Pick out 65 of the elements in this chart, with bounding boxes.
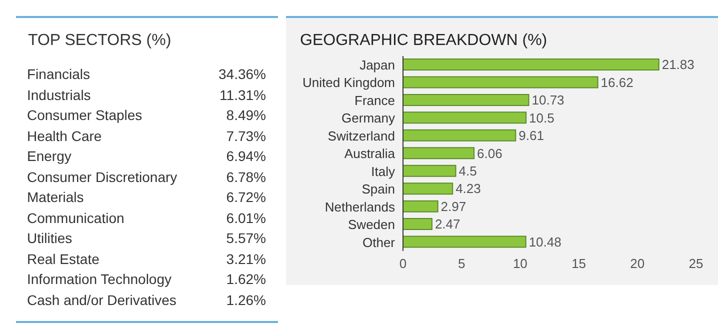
x-tick-label: 5 (458, 256, 466, 272)
bar (403, 218, 432, 230)
category-label: Cash and/or Derivatives (27, 290, 176, 310)
data-label: 3.21% (226, 250, 266, 268)
category-label: Information Technology (27, 270, 172, 289)
y-tick-label: Sweden (348, 217, 395, 232)
y-tick-label: Other (362, 234, 396, 250)
category-label: Real Estate (27, 250, 100, 268)
y-tick-label: Australia (344, 146, 396, 162)
data-label: 5.57% (226, 229, 266, 248)
data-label: 2.47 (434, 216, 460, 232)
category-label: Financials (27, 65, 90, 84)
bar (403, 236, 526, 248)
bar (403, 129, 516, 142)
bar (403, 58, 660, 70)
data-label: 6.06 (477, 146, 502, 161)
y-tick-label: Spain (362, 182, 395, 197)
data-label: 7.73% (226, 126, 266, 146)
x-tick-label: 20 (630, 256, 645, 272)
data-label: 21.83 (662, 57, 694, 72)
data-label: 6.78% (226, 168, 266, 186)
data-label: 34.36% (218, 65, 266, 84)
x-tick-label: 15 (572, 256, 586, 272)
bar (403, 94, 530, 106)
data-label: 10.73 (532, 92, 564, 108)
y-tick-label: Japan (360, 57, 395, 72)
bar (403, 147, 475, 160)
bar (403, 164, 456, 177)
y-tick-label: United Kingdom (302, 75, 395, 90)
data-label: 9.61 (518, 128, 544, 144)
category-label: Utilities (27, 229, 72, 248)
x-tick-label: 25 (688, 256, 704, 272)
category-label: Communication (27, 208, 124, 228)
text: TOP SECTORS (%) (28, 32, 172, 50)
bar (403, 182, 454, 195)
y-tick-label: Germany (342, 110, 396, 126)
y-tick-label: France (354, 92, 395, 108)
data-label: 1.62% (226, 270, 266, 289)
y-tick-label: Switzerland (328, 128, 395, 144)
data-label: 10.5 (529, 110, 554, 126)
category-label: Health Care (27, 126, 102, 146)
chart-title: GEOGRAPHIC BREAKDOWN (%) (300, 32, 548, 50)
y-tick-label: Netherlands (324, 199, 396, 214)
data-label: 2.97 (440, 198, 466, 214)
data-label: 10.48 (528, 234, 562, 250)
category-label: Industrials (27, 86, 91, 104)
data-label: 6.94% (226, 147, 266, 166)
bar (403, 112, 527, 124)
data-label: 6.72% (226, 188, 266, 207)
data-label: 4.5 (458, 163, 477, 178)
data-label: 16.62 (600, 74, 634, 90)
data-label: 4.23 (456, 181, 481, 196)
category-label: Consumer Staples (27, 106, 142, 125)
category-label: Energy (27, 147, 72, 166)
data-label: 6.01% (226, 208, 266, 228)
category-label: Materials (27, 188, 84, 207)
x-tick-label: 10 (512, 256, 528, 272)
bar (403, 200, 438, 212)
data-label: 1.26% (226, 290, 266, 310)
y-tick-label: Italy (371, 164, 396, 179)
data-label: 11.31% (220, 86, 266, 104)
data-label: 8.49% (226, 106, 266, 125)
x-tick-label: 0 (399, 256, 407, 272)
category-label: Consumer Discretionary (27, 168, 178, 187)
bar (403, 76, 598, 88)
